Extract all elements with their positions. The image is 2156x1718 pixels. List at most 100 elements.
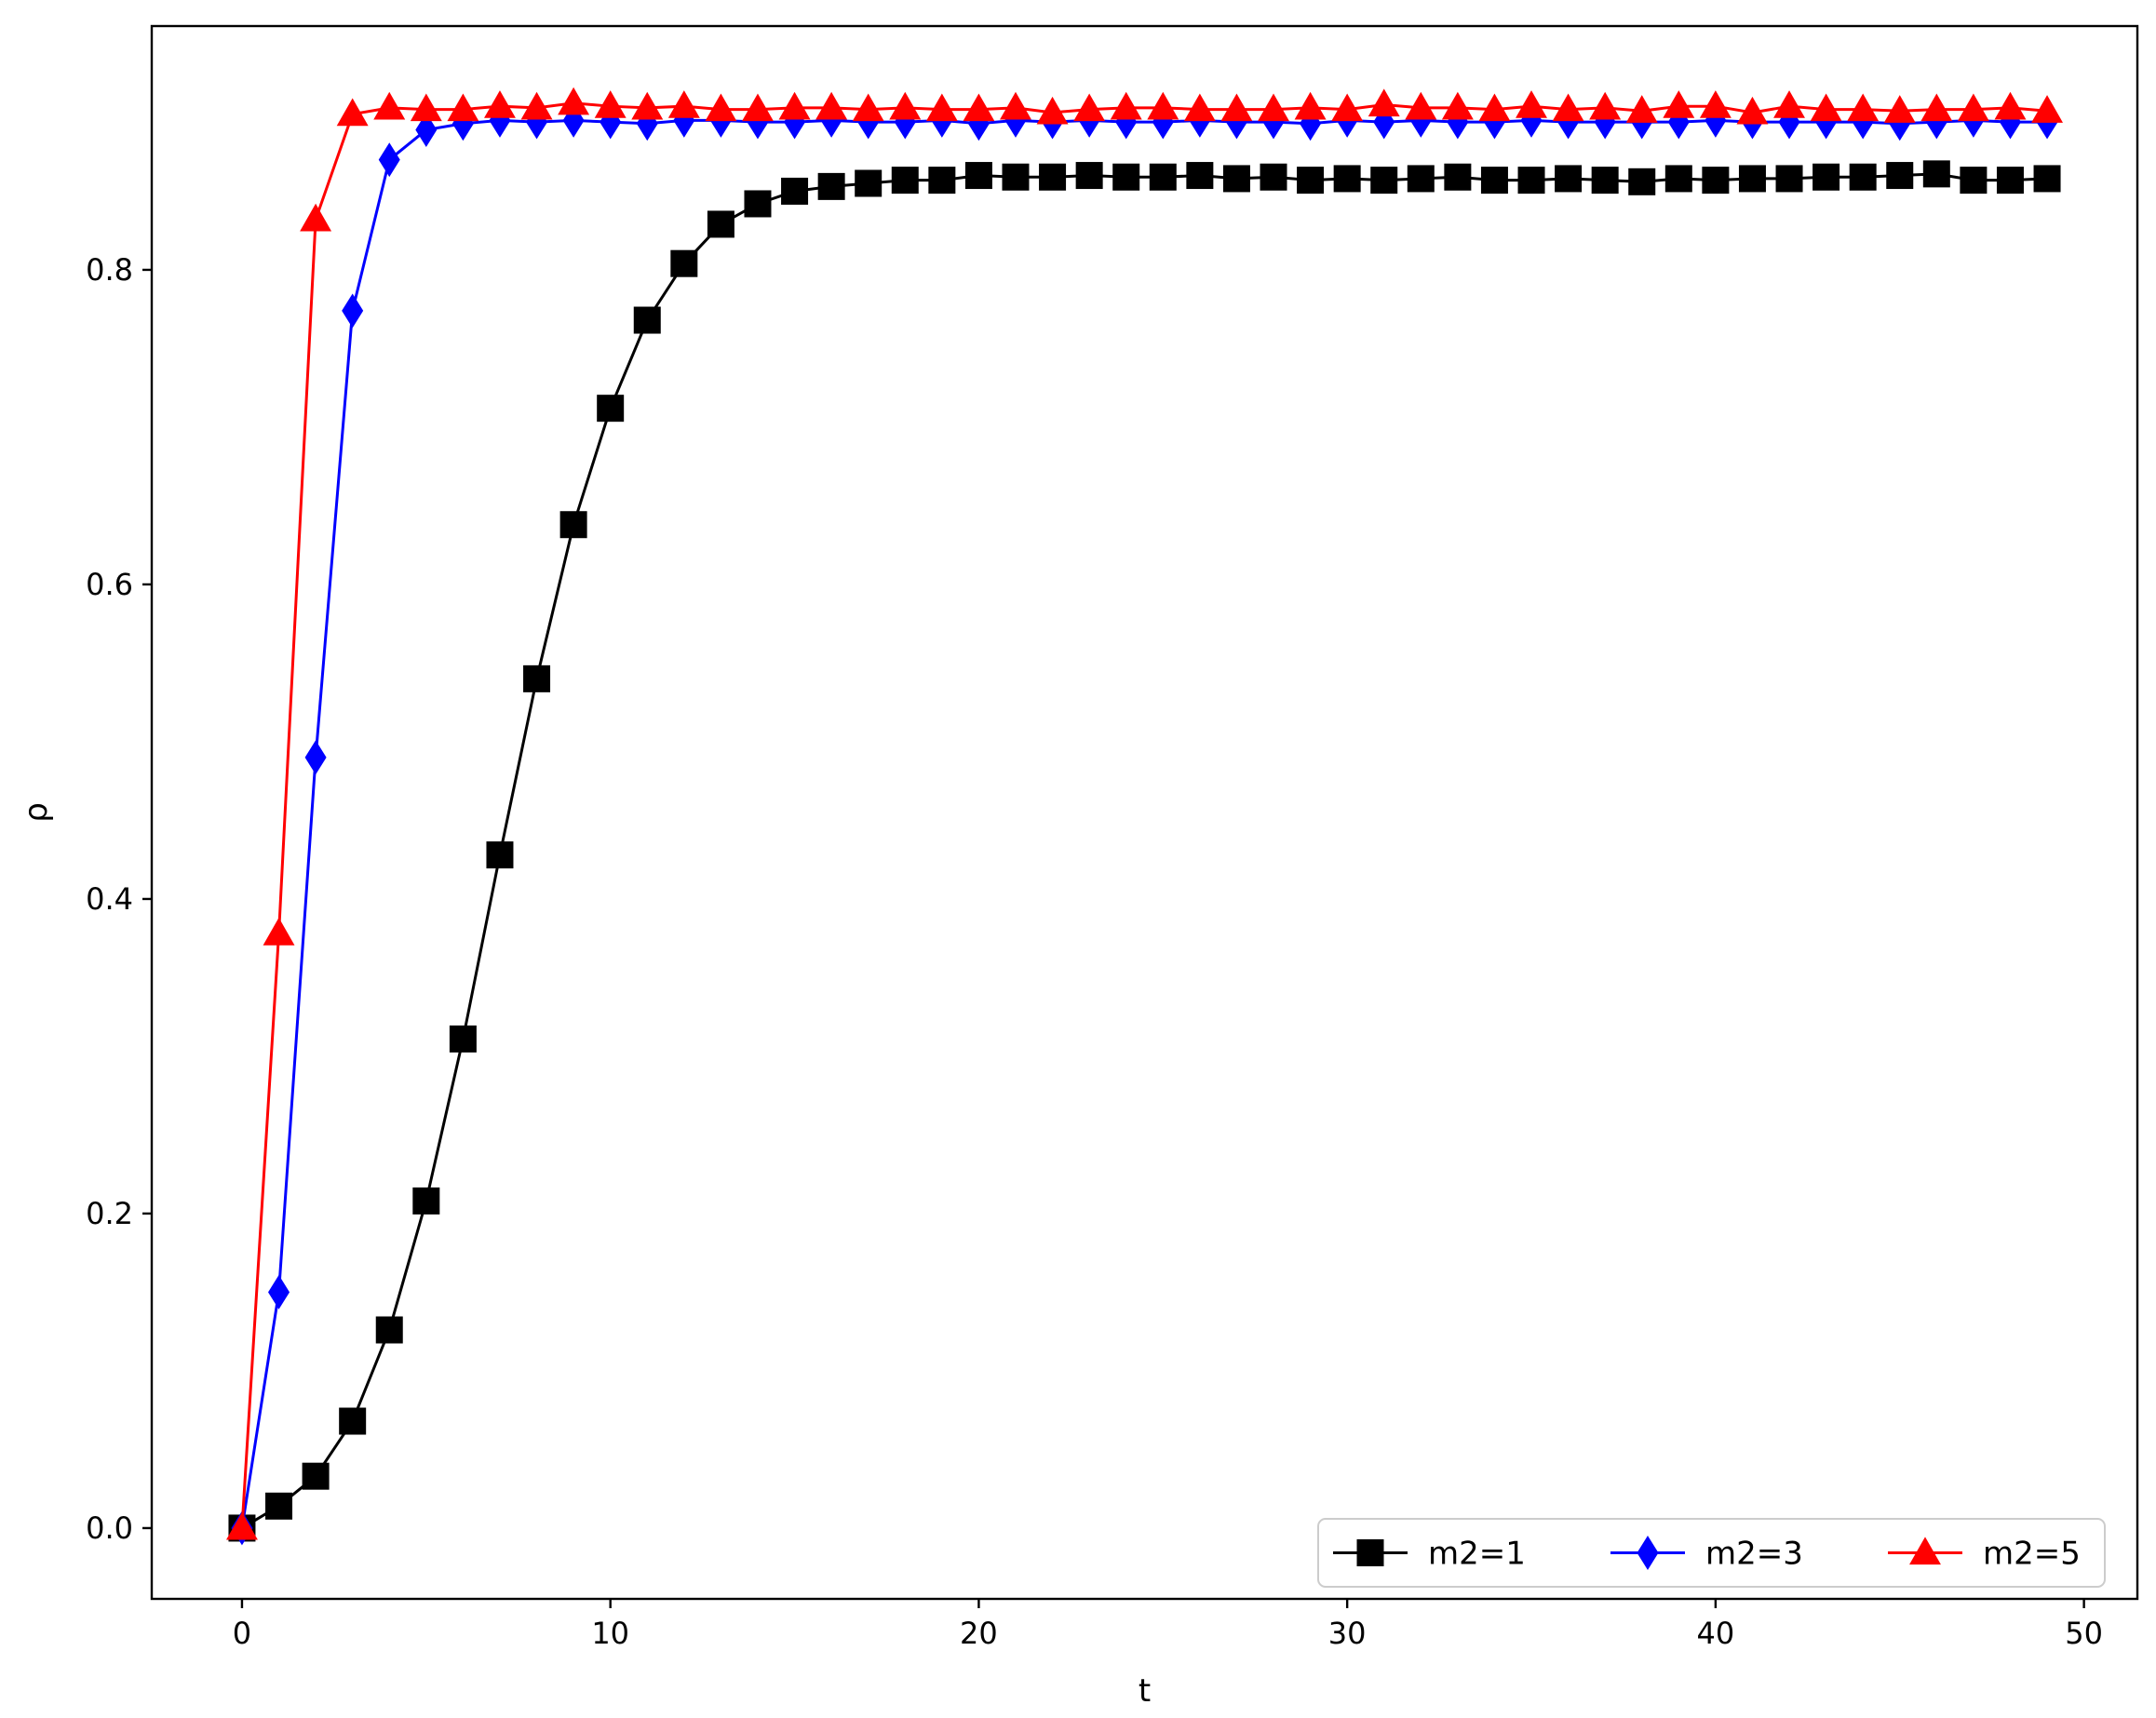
data-point	[1002, 163, 1030, 191]
data-point	[1589, 91, 1622, 120]
data-point	[1960, 167, 1988, 195]
x-axis: 0 10 20 30 40 50	[233, 1599, 2103, 1651]
data-point	[1147, 91, 1179, 120]
data-point	[705, 93, 737, 122]
data-point	[1480, 167, 1508, 195]
data-point	[1407, 165, 1435, 193]
data-point	[265, 1492, 293, 1520]
data-point	[855, 169, 883, 197]
x-tick-label: 50	[2065, 1616, 2103, 1651]
legend-item-m2=5: m2=5	[1888, 1536, 2081, 1573]
data-point	[1625, 95, 1658, 123]
data-point	[1922, 160, 1950, 188]
data-point	[667, 90, 700, 118]
data-point	[225, 1511, 258, 1540]
data-point	[1628, 168, 1656, 195]
data-point	[2031, 95, 2064, 123]
data-point	[1183, 93, 1216, 122]
legend-marker	[1909, 1537, 1941, 1565]
data-point	[1112, 163, 1140, 191]
x-tick-label: 0	[233, 1616, 251, 1651]
x-tick-label: 10	[591, 1616, 629, 1651]
series-m2=5	[225, 87, 2064, 1540]
y-tick-label: 0.4	[86, 881, 133, 917]
data-point	[1149, 163, 1177, 191]
data-point	[778, 91, 811, 120]
data-point	[744, 190, 772, 218]
x-tick-label: 30	[1328, 1616, 1367, 1651]
data-point	[1699, 90, 1732, 118]
data-point	[925, 93, 958, 122]
data-point	[1736, 96, 1769, 125]
y-axis: 0.0 0.2 0.4 0.6 0.8	[86, 252, 152, 1546]
data-point	[300, 203, 332, 232]
data-point	[1110, 91, 1142, 120]
data-point	[1738, 165, 1766, 193]
legend-marker	[1637, 1536, 1659, 1570]
legend-label: m2=1	[1428, 1536, 1526, 1573]
y-tick-label: 0.0	[86, 1510, 133, 1546]
data-point	[1073, 93, 1106, 122]
data-point	[1441, 91, 1474, 120]
data-point	[963, 93, 995, 122]
data-point	[447, 93, 479, 122]
legend-item-m2=1: m2=1	[1333, 1536, 1526, 1573]
data-point	[1405, 91, 1437, 120]
data-point	[558, 87, 590, 115]
data-point	[378, 142, 400, 178]
data-point	[336, 98, 369, 127]
data-point	[1555, 165, 1583, 193]
data-point	[1663, 90, 1695, 118]
data-point	[1920, 93, 1953, 122]
data-point	[1444, 163, 1472, 191]
data-point	[559, 511, 587, 539]
data-point	[342, 293, 364, 329]
legend-item-m2=3: m2=3	[1610, 1536, 1803, 1573]
data-point	[1812, 163, 1840, 191]
series-layer	[225, 87, 2064, 1546]
data-point	[781, 177, 809, 205]
data-point	[1773, 90, 1805, 118]
data-point	[523, 664, 551, 692]
data-point	[1478, 93, 1511, 122]
data-point	[1368, 88, 1400, 117]
data-point	[1220, 93, 1253, 122]
data-point	[594, 90, 627, 118]
data-point	[670, 249, 698, 277]
data-point	[412, 1187, 440, 1215]
data-point	[631, 91, 664, 120]
data-point	[263, 918, 295, 946]
data-point	[1886, 162, 1914, 190]
data-point	[375, 1316, 403, 1344]
data-point	[373, 91, 406, 120]
data-point	[815, 91, 848, 120]
data-point	[817, 172, 845, 200]
data-point	[1517, 167, 1545, 195]
data-point	[484, 90, 516, 118]
data-point	[597, 395, 625, 423]
data-point	[852, 93, 884, 122]
x-axis-label: t	[1139, 1672, 1151, 1710]
data-point	[1331, 93, 1364, 122]
data-point	[1775, 165, 1803, 193]
data-point	[268, 1275, 290, 1309]
data-point	[1591, 167, 1619, 195]
data-point	[928, 167, 956, 195]
data-point	[415, 113, 438, 147]
data-point	[1957, 93, 1989, 122]
data-point	[1036, 96, 1069, 125]
data-point	[889, 91, 922, 120]
data-point	[520, 91, 553, 120]
data-point	[633, 306, 661, 334]
data-point	[1516, 90, 1547, 118]
data-point	[1996, 167, 2024, 195]
data-point	[1297, 167, 1325, 195]
data-point	[1000, 91, 1031, 120]
data-point	[339, 1407, 367, 1435]
data-point	[1849, 163, 1877, 191]
data-point	[707, 210, 734, 238]
data-point	[1260, 163, 1287, 191]
data-point	[1258, 93, 1289, 122]
